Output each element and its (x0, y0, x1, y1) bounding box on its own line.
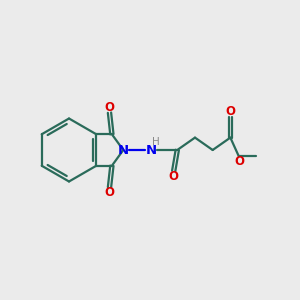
Text: N: N (145, 143, 156, 157)
Text: O: O (104, 186, 115, 199)
Text: O: O (225, 105, 236, 118)
Text: O: O (104, 101, 115, 114)
Text: O: O (234, 155, 244, 168)
Text: H: H (152, 136, 160, 147)
Text: N: N (118, 143, 129, 157)
Text: O: O (168, 170, 178, 183)
